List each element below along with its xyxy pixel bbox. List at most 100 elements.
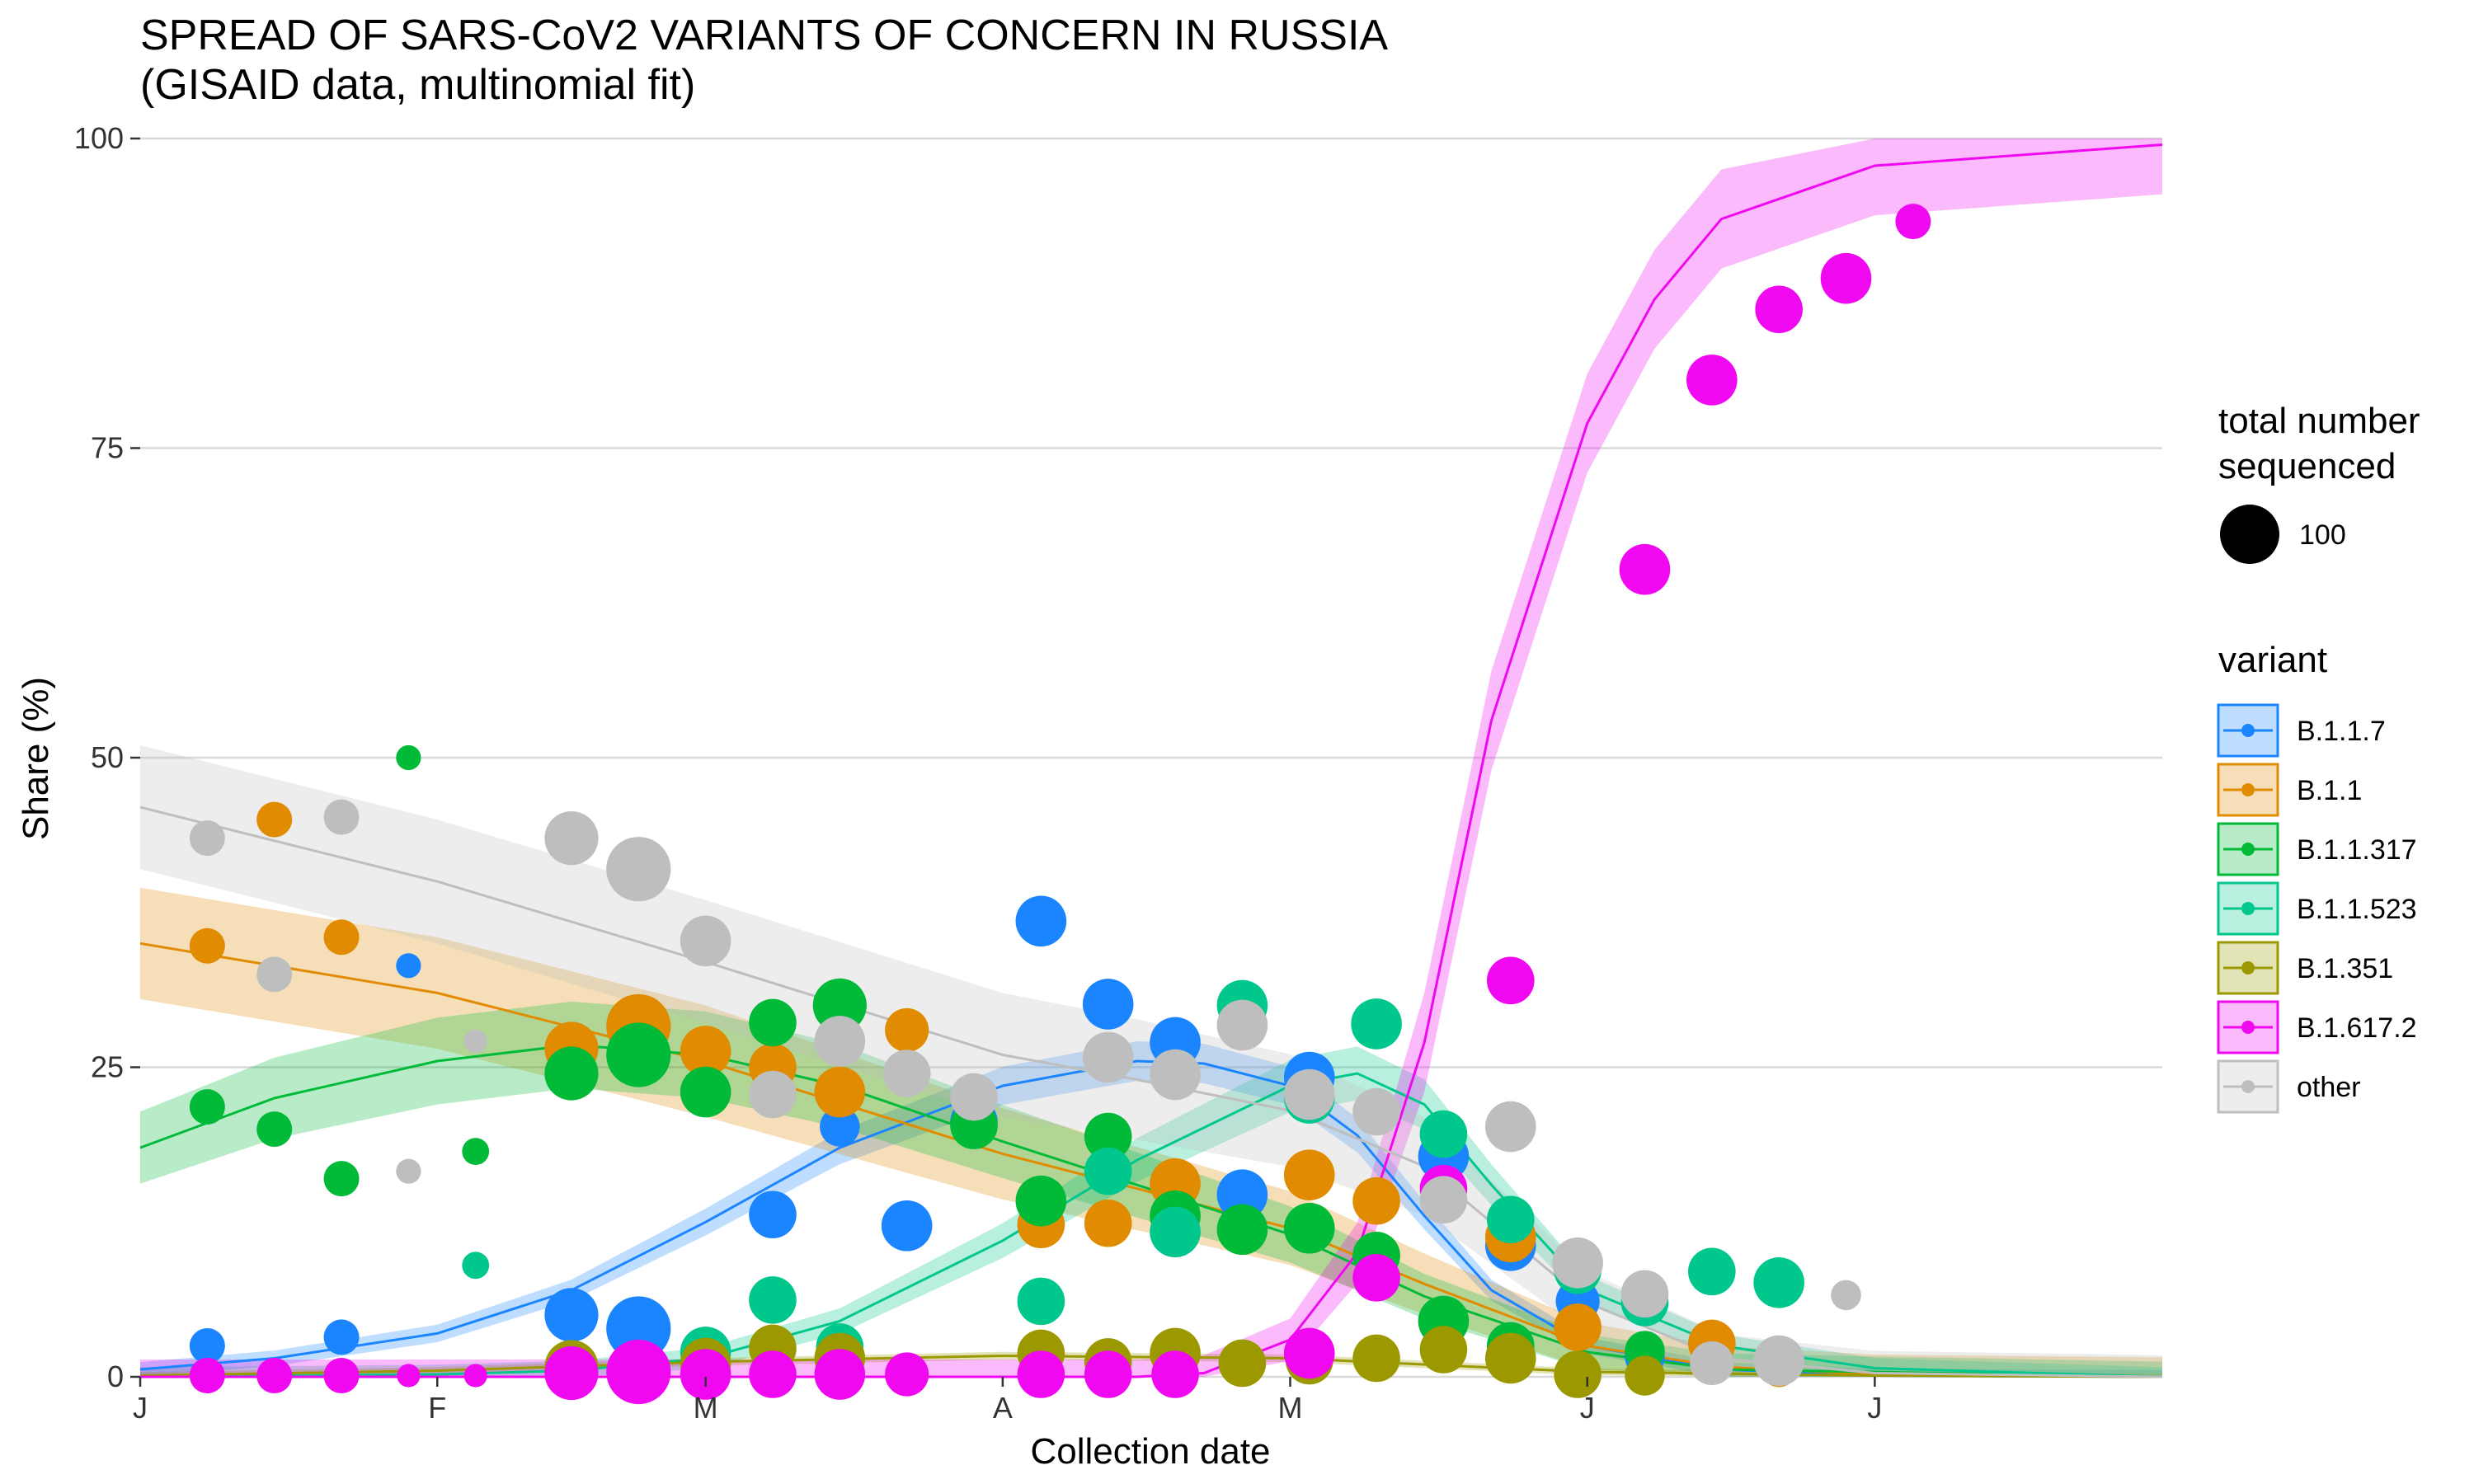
point-B.1.617.2 [749, 1350, 797, 1398]
x-tick-label: J [1867, 1391, 1882, 1425]
legend-key-dot [2241, 1080, 2255, 1093]
point-B.1.617.2 [814, 1349, 866, 1400]
point-other [1352, 1087, 1400, 1136]
point-B.1.1 [256, 801, 293, 838]
point-B.1.351 [1352, 1334, 1400, 1383]
point-other [680, 915, 731, 967]
point-B.1.617.2 [1755, 285, 1803, 334]
size-legend-dot [2220, 505, 2279, 564]
point-B.1.1.7 [396, 953, 421, 979]
point-B.1.1.317 [462, 1138, 490, 1166]
legend-key-dot [2241, 902, 2255, 915]
point-other [1082, 1031, 1134, 1083]
x-tick-label: M [1278, 1391, 1303, 1425]
point-B.1.351 [1218, 1339, 1267, 1388]
y-tick-label: 25 [91, 1050, 124, 1084]
point-other [1753, 1335, 1804, 1387]
point-B.1.1.7 [544, 1288, 599, 1342]
point-B.1.1.317 [544, 1046, 599, 1101]
legend-label-B.1.1.7: B.1.1.7 [2297, 716, 2386, 747]
point-other [882, 1050, 931, 1097]
point-B.1.1.523 [462, 1252, 490, 1280]
point-B.1.1.317 [812, 978, 867, 1032]
point-other [1283, 1068, 1335, 1120]
point-other [544, 811, 599, 866]
point-B.1.617.2 [256, 1357, 293, 1393]
point-B.1.1.7 [1082, 979, 1134, 1030]
point-B.1.1 [814, 1066, 866, 1118]
point-B.1.617.2 [1017, 1350, 1065, 1398]
x-tick-label: A [993, 1391, 1013, 1425]
point-B.1.1 [1084, 1199, 1132, 1247]
legend-label-B.1.617.2: B.1.617.2 [2297, 1012, 2417, 1044]
point-B.1.1.7 [1015, 895, 1067, 947]
legend-label-B.1.1.317: B.1.1.317 [2297, 834, 2417, 866]
fit-line-B.1.1.317 [139, 1043, 2163, 1378]
point-B.1.1.523 [1753, 1257, 1804, 1308]
point-other [1552, 1237, 1603, 1289]
point-B.1.1.317 [323, 1161, 360, 1197]
point-B.1.1 [680, 1026, 731, 1077]
axes: 0 25 50 75 100 J F M A M J J [74, 121, 1882, 1425]
point-B.1.617.2 [397, 1364, 421, 1388]
chart-subtitle: (GISAID data, multinomial fit) [140, 61, 695, 109]
point-B.1.1 [1554, 1303, 1602, 1351]
legend-label-B.1.1: B.1.1 [2297, 775, 2362, 806]
point-other [396, 1158, 421, 1184]
gridlines [140, 137, 2162, 1378]
y-tick-label: 75 [91, 431, 124, 465]
point-B.1.1.523 [1351, 998, 1402, 1050]
size-legend-title: total number [2218, 401, 2420, 441]
point-B.1.617.2 [1352, 1254, 1400, 1302]
point-B.1.1.7 [820, 1106, 860, 1147]
point-B.1.617.2 [323, 1357, 360, 1393]
legend: total number sequenced 100 variant B.1.1.7 B.… [2217, 401, 2420, 1114]
legend-label-B.1.1.523: B.1.1.523 [2297, 894, 2417, 925]
point-B.1.1.7 [323, 1319, 360, 1355]
point-B.1.351 [1554, 1350, 1602, 1398]
point-B.1.351 [1484, 1332, 1536, 1384]
x-axis-title: Collection date [1030, 1431, 1270, 1472]
point-B.1.1.523 [1017, 1277, 1065, 1326]
point-other [1150, 1049, 1201, 1101]
point-other [950, 1073, 998, 1121]
point-other [814, 1016, 866, 1067]
point-B.1.617.2 [1820, 252, 1872, 304]
point-B.1.1.523 [1486, 1195, 1535, 1244]
legend-label-other: other [2297, 1072, 2361, 1103]
point-other [189, 820, 225, 857]
point-other [1831, 1280, 1861, 1311]
x-tick-label: F [428, 1391, 446, 1425]
point-B.1.1 [189, 928, 225, 964]
point-B.1.1.317 [680, 1066, 731, 1118]
point-B.1.1 [1283, 1149, 1335, 1200]
point-B.1.617.2 [1486, 956, 1535, 1005]
point-B.1.1.317 [1216, 1204, 1268, 1256]
data-points [189, 204, 1931, 1405]
point-B.1.1.7 [749, 1190, 797, 1239]
color-legend-title: variant [2218, 640, 2327, 680]
point-B.1.617.2 [544, 1345, 599, 1401]
y-tick-label: 50 [91, 740, 124, 774]
point-B.1.351 [1419, 1326, 1468, 1374]
point-B.1.617.2 [680, 1349, 731, 1400]
point-other [1690, 1341, 1734, 1386]
point-B.1.1.317 [1084, 1112, 1132, 1161]
point-B.1.1.317 [1283, 1202, 1335, 1254]
point-B.1.1.7 [881, 1200, 933, 1252]
point-B.1.1.523 [1084, 1147, 1132, 1195]
point-B.1.1.317 [749, 998, 797, 1047]
y-tick-label: 0 [107, 1360, 124, 1393]
point-other [323, 799, 360, 835]
point-other [606, 837, 671, 902]
chart-title: SPREAD OF SARS-CoV2 VARIANTS OF CONCERN … [140, 12, 1388, 59]
point-other [1216, 999, 1268, 1051]
point-B.1.1.317 [606, 1022, 671, 1087]
legend-key-dot [2241, 783, 2255, 796]
point-other [1620, 1270, 1669, 1318]
legend-label-B.1.351: B.1.351 [2297, 953, 2393, 984]
legend-key-dot [2241, 1021, 2255, 1034]
legend-key-dot [2241, 724, 2255, 737]
x-tick-label: J [133, 1391, 148, 1425]
